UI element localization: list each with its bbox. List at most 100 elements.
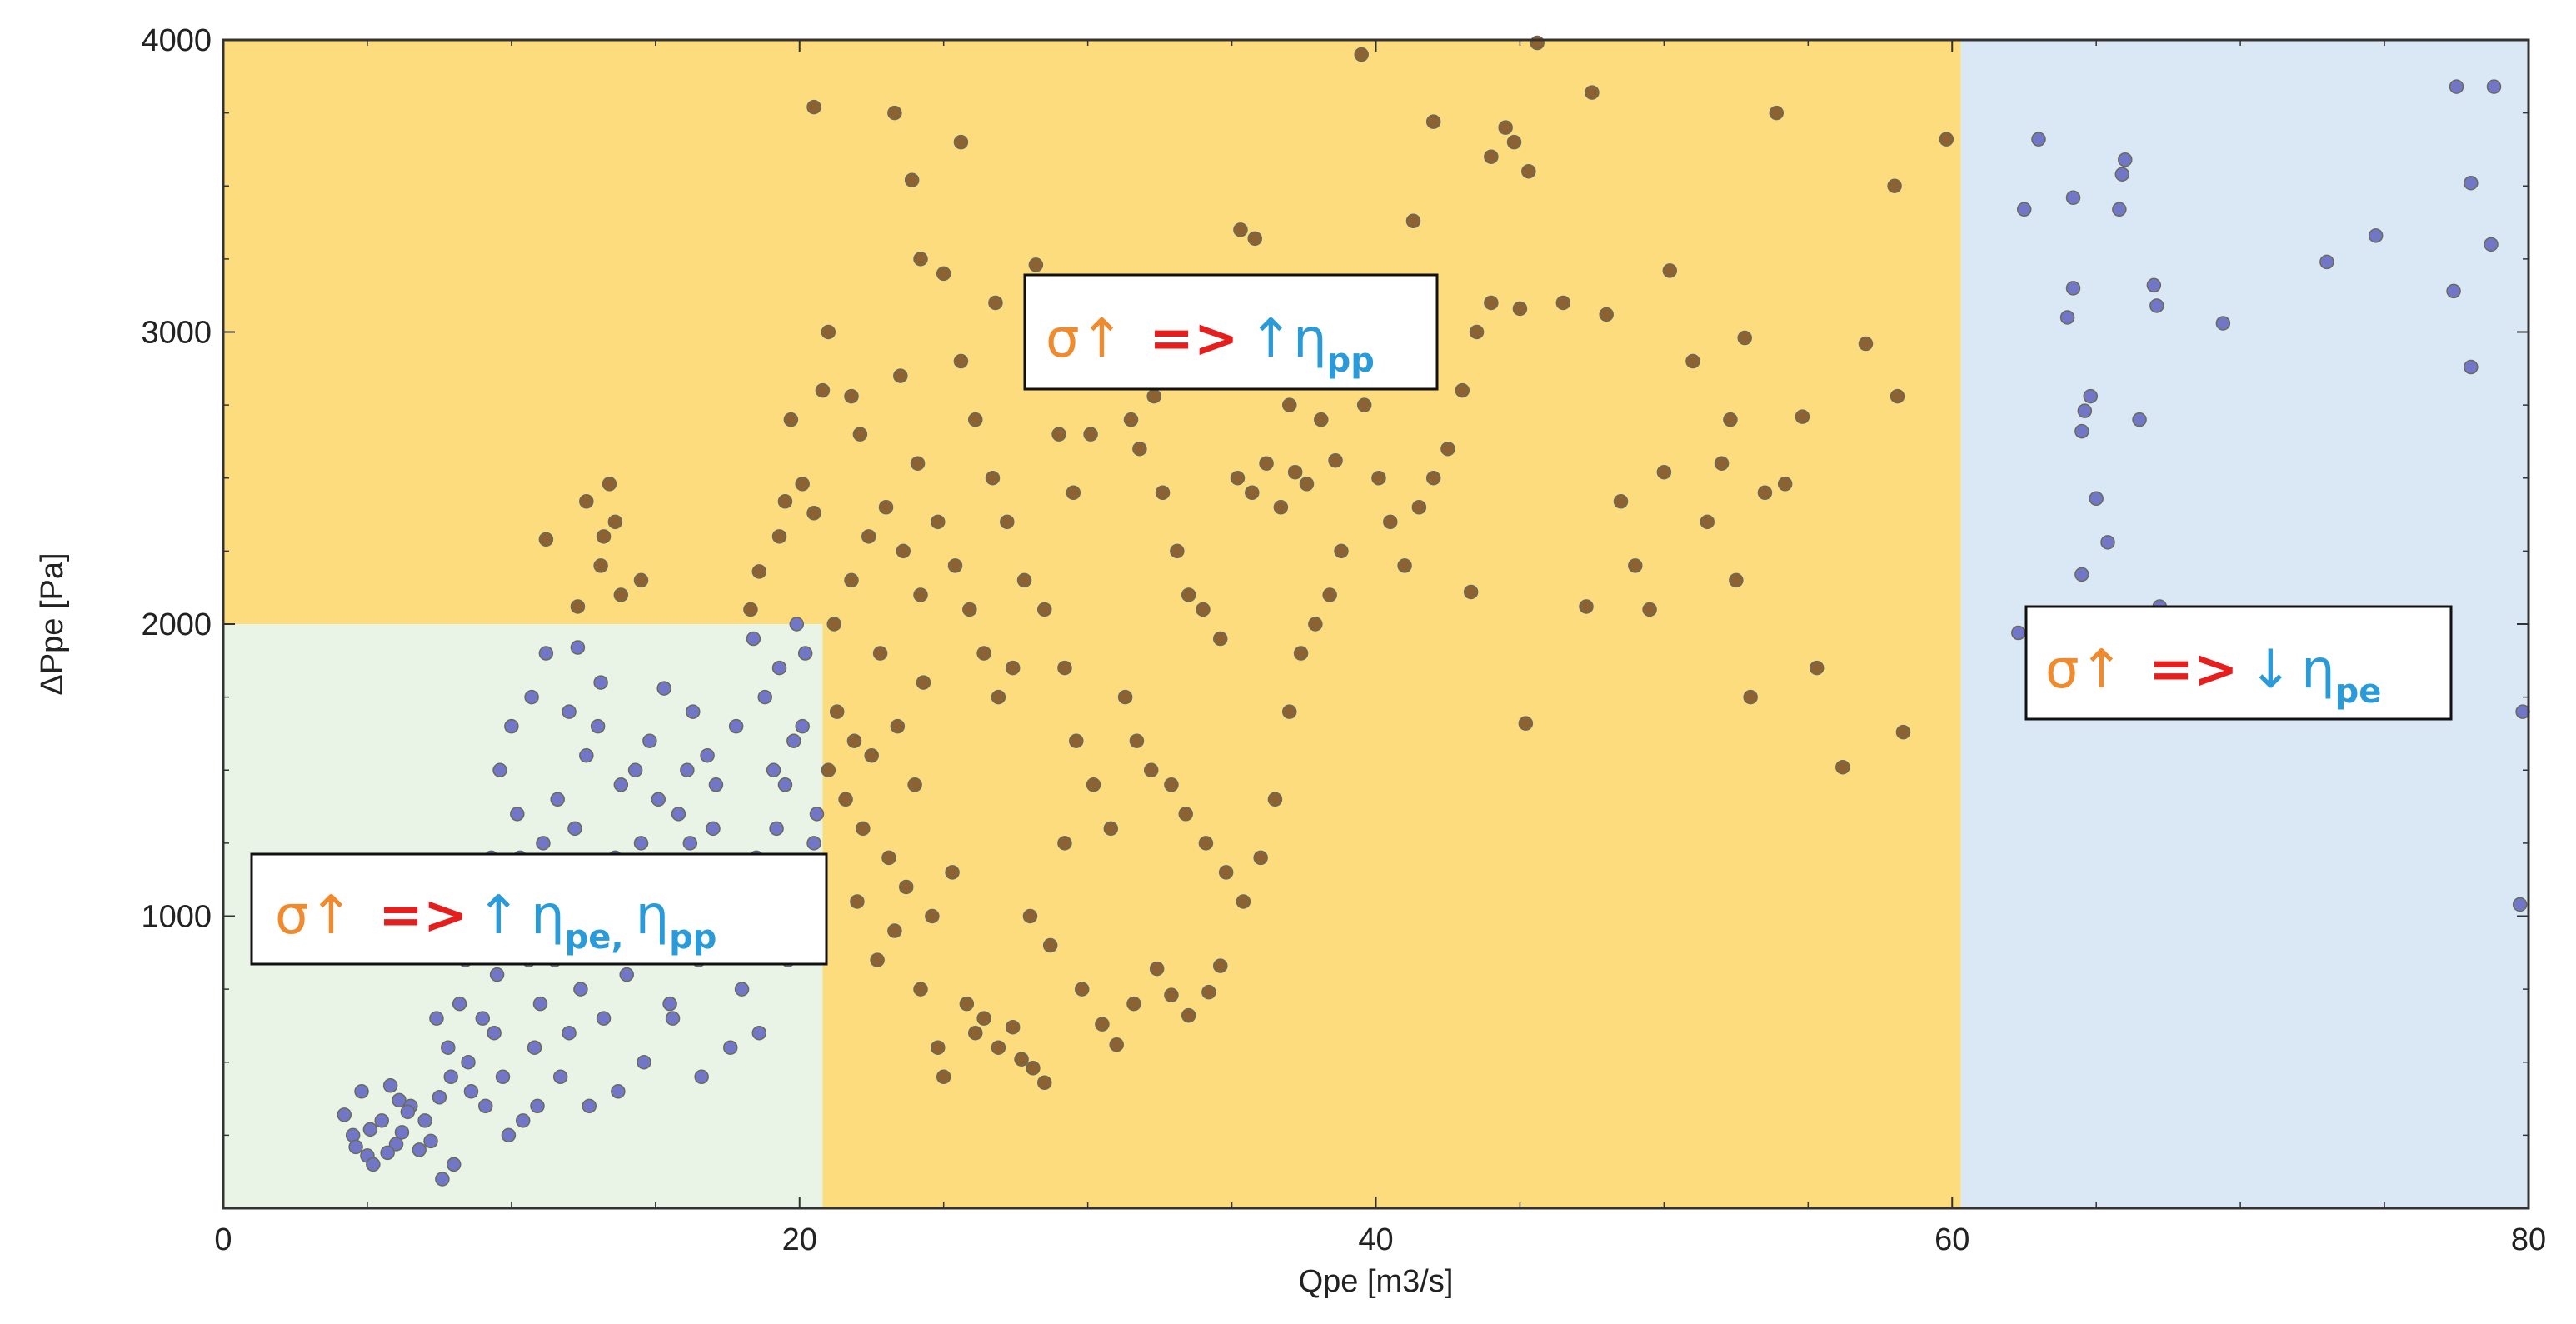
data-point-brown bbox=[1895, 724, 1911, 740]
data-point-brown bbox=[1757, 485, 1773, 501]
data-point-blue bbox=[354, 1084, 369, 1099]
sigma-symbol: σ bbox=[275, 885, 309, 947]
y-tick-label: 1000 bbox=[141, 900, 212, 935]
data-point-brown bbox=[1579, 599, 1594, 614]
data-point-blue bbox=[550, 792, 565, 807]
data-point-blue bbox=[452, 996, 467, 1012]
data-point-blue bbox=[374, 1113, 389, 1128]
data-point-blue bbox=[2446, 283, 2461, 299]
data-point-brown bbox=[1083, 427, 1098, 442]
data-point-brown bbox=[1109, 1037, 1124, 1052]
data-point-brown bbox=[881, 850, 896, 866]
data-point-brown bbox=[806, 506, 821, 521]
data-point-brown bbox=[829, 704, 845, 719]
up-arrow-icon: ↑ bbox=[1080, 308, 1125, 370]
data-point-brown bbox=[896, 543, 911, 559]
data-point-brown bbox=[1212, 631, 1228, 647]
eta-subscript-pp: pp bbox=[669, 918, 716, 957]
data-point-blue bbox=[2486, 79, 2502, 94]
x-tick-label: 0 bbox=[214, 1222, 232, 1257]
data-point-blue bbox=[515, 1113, 531, 1128]
data-point-brown bbox=[1939, 132, 1954, 147]
data-point-blue bbox=[2464, 359, 2479, 375]
data-point-brown bbox=[538, 532, 554, 547]
data-point-brown bbox=[579, 494, 594, 509]
data-point-blue bbox=[366, 1157, 381, 1172]
data-point-blue bbox=[593, 675, 608, 690]
data-point-brown bbox=[913, 982, 928, 997]
data-point-brown bbox=[1656, 464, 1672, 480]
data-point-brown bbox=[1146, 388, 1161, 404]
data-point-blue bbox=[524, 689, 539, 705]
data-point-brown bbox=[1069, 733, 1084, 748]
data-point-blue bbox=[809, 807, 825, 822]
data-point-brown bbox=[1117, 689, 1133, 705]
data-point-brown bbox=[1521, 163, 1536, 179]
data-point-brown bbox=[1714, 456, 1730, 471]
data-point-brown bbox=[1518, 716, 1534, 731]
data-point-blue bbox=[797, 646, 813, 661]
data-point-blue bbox=[2319, 254, 2334, 270]
data-point-brown bbox=[1397, 558, 1412, 573]
data-point-blue bbox=[532, 996, 548, 1012]
data-point-brown bbox=[916, 675, 931, 690]
data-point-blue bbox=[2016, 202, 2032, 217]
data-point-blue bbox=[596, 1011, 612, 1026]
up-arrow-icon: ↑ bbox=[309, 885, 354, 947]
data-point-brown bbox=[743, 602, 758, 617]
data-point-brown bbox=[913, 252, 928, 267]
y-axis-title: ΔPpe [Pa] bbox=[35, 552, 70, 695]
x-tick-label: 20 bbox=[782, 1222, 817, 1257]
data-point-brown bbox=[991, 1040, 1006, 1055]
x-tick-label: 60 bbox=[1934, 1222, 1969, 1257]
data-point-blue bbox=[362, 1122, 378, 1137]
data-point-brown bbox=[1022, 908, 1038, 924]
data-point-blue bbox=[2031, 132, 2046, 147]
data-point-blue bbox=[582, 1098, 597, 1114]
data-point-brown bbox=[844, 572, 859, 588]
data-point-blue bbox=[651, 792, 666, 807]
data-point-brown bbox=[821, 762, 836, 777]
data-point-brown bbox=[1737, 330, 1752, 346]
data-point-blue bbox=[495, 1069, 511, 1085]
y-tick-label: 2000 bbox=[141, 607, 212, 642]
data-point-blue bbox=[627, 762, 643, 777]
data-point-blue bbox=[2100, 535, 2115, 550]
data-point-brown bbox=[1723, 412, 1738, 427]
data-point-brown bbox=[887, 105, 902, 121]
data-point-brown bbox=[856, 821, 871, 837]
data-point-brown bbox=[936, 266, 951, 282]
data-point-brown bbox=[593, 558, 608, 573]
eta-symbol: η bbox=[2301, 639, 2335, 701]
data-point-brown bbox=[1484, 149, 1499, 164]
data-point-brown bbox=[1267, 792, 1283, 807]
data-point-brown bbox=[1181, 1007, 1196, 1023]
data-point-blue bbox=[487, 1025, 502, 1041]
data-point-blue bbox=[766, 762, 781, 777]
data-point-brown bbox=[967, 412, 983, 427]
data-point-brown bbox=[861, 529, 876, 544]
annotation-box-1: σ↑ => ↑ ηpe, ηpp bbox=[250, 852, 828, 966]
data-point-brown bbox=[893, 368, 908, 383]
data-point-brown bbox=[1026, 1061, 1041, 1076]
data-point-blue bbox=[611, 1084, 626, 1099]
y-tick-label: 3000 bbox=[141, 316, 212, 351]
data-point-brown bbox=[1036, 1075, 1052, 1091]
data-point-brown bbox=[1005, 1019, 1021, 1035]
data-point-brown bbox=[1700, 514, 1715, 530]
data-point-brown bbox=[777, 494, 793, 509]
data-point-blue bbox=[2449, 79, 2464, 94]
data-point-blue bbox=[2074, 423, 2089, 439]
data-point-brown bbox=[806, 99, 821, 115]
implies-arrow: => bbox=[378, 885, 467, 947]
data-point-blue bbox=[795, 718, 810, 734]
eta-subscript-pp: pp bbox=[1327, 342, 1375, 380]
data-point-brown bbox=[596, 529, 612, 544]
data-point-brown bbox=[1354, 47, 1369, 62]
data-point-blue bbox=[443, 1069, 458, 1085]
svg-text:σ↑=>↑ηpp: σ↑ => ↑ηpp bbox=[1046, 308, 1375, 380]
data-point-blue bbox=[2149, 298, 2164, 313]
data-point-brown bbox=[570, 599, 586, 614]
data-point-brown bbox=[959, 996, 975, 1012]
